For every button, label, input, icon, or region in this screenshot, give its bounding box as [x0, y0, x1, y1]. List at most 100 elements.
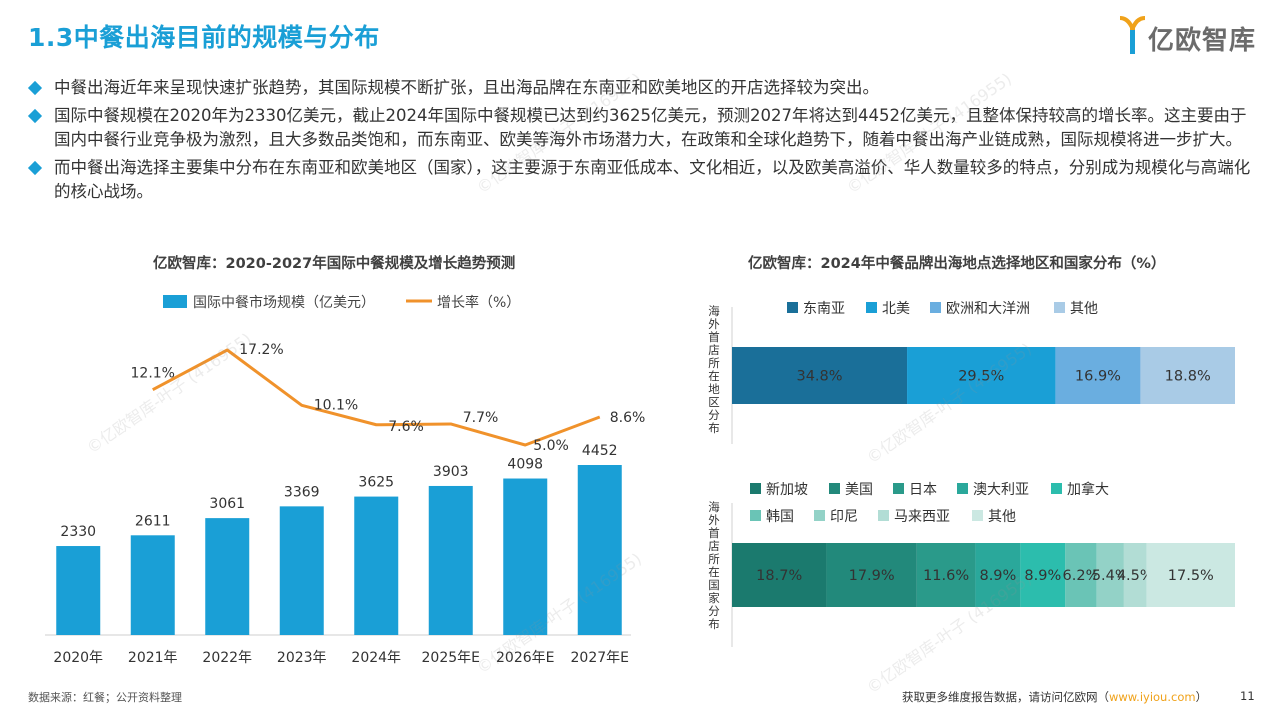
growth-value-label: 10.1% [314, 397, 358, 413]
growth-value-label: 12.1% [131, 366, 175, 382]
growth-value-label: 8.6% [610, 410, 646, 426]
legend-swatch [957, 483, 968, 494]
bar-segment [826, 543, 917, 607]
footer-more-info-end: ） [1195, 690, 1208, 704]
bar-segment [1146, 543, 1235, 607]
segment-value-label: 17.5% [1168, 568, 1214, 584]
bar-segment [975, 543, 1021, 607]
legend-swatch [750, 483, 761, 494]
footer-link[interactable]: www.iyiou.com [1109, 690, 1196, 704]
segment-value-label: 17.9% [849, 568, 895, 584]
axis-label-char: 首 [708, 526, 720, 540]
bar-value-label: 4098 [507, 457, 543, 473]
market-size-chart: 国际中餐市场规模（亿美元） 增长率（%） 2330 2020年 2611 2021年 306… [45, 294, 646, 666]
legend-label: 其他 [1070, 301, 1098, 317]
page-title: 1.3中餐出海目前的规模与分布 [28, 23, 380, 52]
bar-segment [1065, 543, 1097, 607]
bar [354, 496, 399, 635]
logo: 亿欧智库 [1118, 14, 1258, 58]
legend-label: 北美 [882, 301, 910, 317]
segment-value-label: 18.8% [1165, 369, 1211, 385]
bar-segment [1055, 347, 1141, 404]
x-tick-label: 2026年E [496, 650, 554, 666]
segment-value-label: 8.9% [1024, 568, 1061, 584]
bar [205, 518, 250, 635]
bullet-text: 中餐出海近年来呈现快速扩张趋势，其国际规模不断扩张，且出海品牌在东南亚和欧美地区… [54, 78, 879, 97]
logo-mark-icon [1120, 16, 1145, 54]
footer-more-info: 获取更多维度报告数据，请访问亿欧网（www.iyiou.com） [902, 689, 1207, 705]
bar-segment [732, 543, 827, 607]
page-number: 11 [1240, 689, 1255, 703]
axis-label-char: 外 [708, 513, 720, 527]
axis-label-char: 海 [708, 304, 720, 318]
legend-label: 澳大利亚 [973, 482, 1029, 498]
bar-segment [907, 347, 1056, 404]
segment-value-label: 8.9% [979, 568, 1016, 584]
segment-value-label: 29.5% [958, 369, 1004, 385]
segment-value-label: 18.7% [756, 568, 802, 584]
legend-label: 日本 [909, 482, 937, 498]
legend-swatch [750, 510, 761, 521]
bar-value-label: 3061 [209, 496, 245, 512]
bar-value-label: 3625 [358, 475, 394, 491]
legend-swatch [972, 510, 983, 521]
bullet-text: 而中餐出海选择主要集中分布在东南亚和欧美地区（国家），这主要源于东南亚低成本、文… [54, 158, 1251, 201]
bar [130, 535, 175, 635]
legend-swatch [829, 483, 840, 494]
x-tick-label: 2024年 [351, 650, 401, 666]
bar-value-label: 2611 [135, 513, 171, 529]
axis-label-char: 区 [708, 395, 720, 409]
segment-value-label: 4.5% [1117, 568, 1154, 584]
legend-label: 美国 [845, 482, 873, 498]
data-source-note: 数据来源：红餐；公开资料整理 [28, 691, 182, 704]
axis-label-char: 国 [708, 578, 720, 592]
legend-swatch [930, 302, 941, 313]
legend-swatch [878, 510, 889, 521]
legend-label: 欧洲和大洋洲 [946, 301, 1030, 317]
x-tick-label: 2023年 [277, 650, 327, 666]
bullet-text: 国际中餐规模在2020年为2330亿美元，截止2024年国际中餐规模已达到约36… [54, 106, 1247, 149]
bar-segment [916, 543, 976, 607]
chart-title-market-size: 亿欧智库：2020-2027年国际中餐规模及增长趋势预测 [153, 256, 516, 272]
legend-swatch [1051, 483, 1062, 494]
segment-value-label: 5.4% [1092, 568, 1129, 584]
axis-label-char: 所 [708, 552, 720, 566]
growth-value-label: 17.2% [239, 342, 283, 358]
legend-label: 印尼 [830, 509, 858, 525]
axis-label-char: 店 [708, 343, 720, 357]
legend-swatch [1054, 302, 1065, 313]
legend-swatch-market-size [163, 295, 187, 308]
legend-label: 东南亚 [803, 301, 845, 317]
bar-segment [732, 347, 908, 404]
bar-value-label: 2330 [60, 524, 96, 540]
axis-label-char: 家 [708, 591, 720, 605]
bar [279, 506, 324, 635]
diamond-bullet-icon [27, 80, 43, 96]
x-tick-label: 2022年 [202, 650, 252, 666]
axis-label-char: 所 [708, 356, 720, 370]
bar [503, 478, 548, 635]
bar-segment [1123, 543, 1147, 607]
legend-swatch [893, 483, 904, 494]
growth-value-label: 7.7% [463, 410, 499, 426]
segment-value-label: 11.6% [923, 568, 969, 584]
bar-value-label: 3369 [284, 484, 320, 500]
axis-label-char: 店 [708, 539, 720, 553]
bar-value-label: 3903 [433, 464, 469, 480]
legend-label: 新加坡 [766, 482, 808, 498]
axis-label-char: 在 [708, 369, 720, 383]
segment-value-label: 34.8% [796, 369, 842, 385]
x-tick-label: 2027年E [571, 650, 629, 666]
bar-value-label: 4452 [582, 443, 618, 459]
axis-label-char: 地 [708, 382, 720, 396]
bullet-item: 而中餐出海选择主要集中分布在东南亚和欧美地区（国家），这主要源于东南亚低成本、文… [27, 156, 1253, 204]
legend-swatch [814, 510, 825, 521]
growth-value-label: 7.6% [388, 419, 424, 435]
bar [577, 465, 622, 635]
bullet-item: 中餐出海近年来呈现快速扩张趋势，其国际规模不断扩张，且出海品牌在东南亚和欧美地区… [27, 76, 1253, 100]
bullet-item: 国际中餐规模在2020年为2330亿美元，截止2024年国际中餐规模已达到约36… [27, 104, 1253, 152]
x-tick-label: 2020年 [53, 650, 103, 666]
